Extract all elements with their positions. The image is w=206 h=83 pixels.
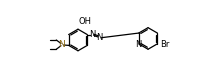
Text: N: N [58, 40, 65, 49]
Text: N: N [134, 40, 140, 49]
Text: N: N [88, 30, 95, 39]
Text: OH: OH [78, 17, 91, 26]
Text: Br: Br [159, 40, 168, 49]
Text: N: N [96, 33, 102, 42]
